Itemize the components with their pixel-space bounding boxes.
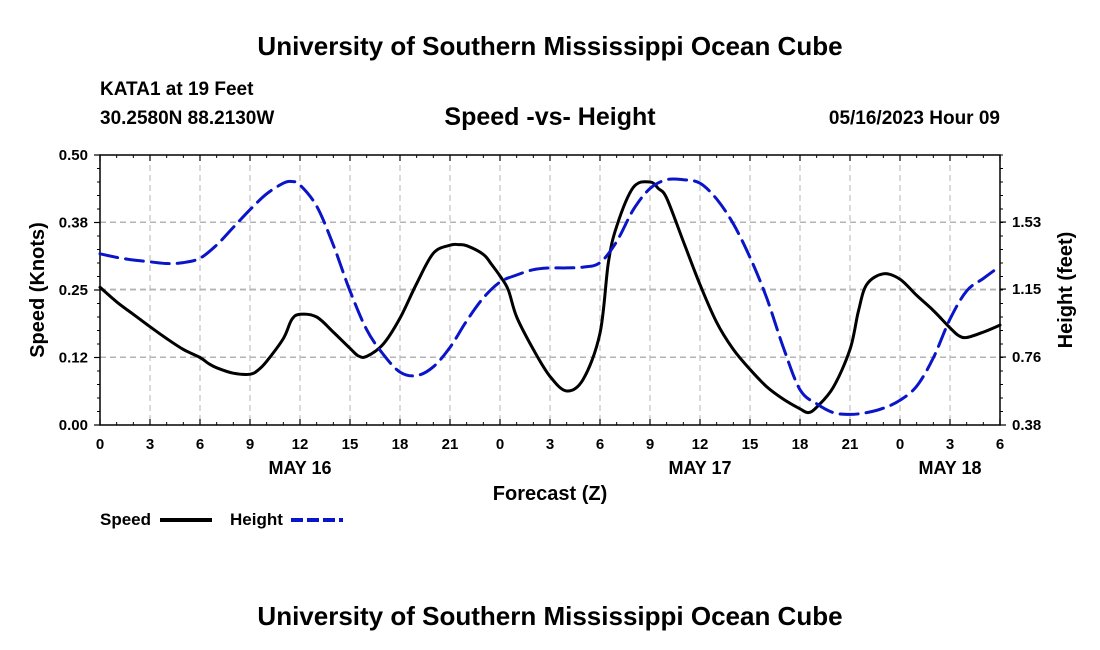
station-location: 30.2580N 88.2130W [100, 108, 274, 129]
x-tick-label: 0 [96, 436, 104, 453]
y-tick-label: 0.38 [59, 215, 88, 232]
y-tick-label: 0.12 [59, 350, 88, 367]
y2-tick-label: 1.53 [1012, 214, 1041, 231]
x-tick-label: 21 [842, 436, 859, 453]
x-tick-label: 3 [546, 436, 554, 453]
x-tick-label: 12 [292, 436, 309, 453]
x-tick-label: 9 [646, 436, 654, 453]
x-tick-label: 18 [792, 436, 809, 453]
chart-title: Speed -vs- Height [444, 103, 656, 131]
date-label: MAY 16 [268, 458, 331, 478]
x-tick-label: 0 [496, 436, 504, 453]
y2-tick-label: 0.76 [1012, 349, 1041, 366]
x-tick-label: 9 [246, 436, 254, 453]
x-tick-label: 6 [196, 436, 204, 453]
x-tick-label: 18 [392, 436, 409, 453]
footer-title: University of Southern Mississippi Ocean… [257, 601, 842, 631]
x-tick-label: 15 [342, 436, 359, 453]
forecast-timestamp: 05/16/2023 Hour 09 [829, 108, 1000, 129]
y-axis-label: Speed (Knots) [27, 222, 49, 358]
y2-axis-label: Height (feet) [1055, 232, 1077, 349]
axis-ticks [94, 154, 1006, 426]
series-line-speed [98, 180, 1002, 415]
date-label: MAY 18 [918, 458, 981, 478]
legend-label-height: Height [230, 510, 283, 529]
x-tick-label: 6 [996, 436, 1004, 453]
x-tick-label: 3 [946, 436, 954, 453]
x-tick-label: 21 [442, 436, 459, 453]
series-layer [98, 177, 1002, 416]
x-tick-label: 0 [896, 436, 904, 453]
legend: Speed Height [100, 510, 343, 529]
y2-tick-label: 0.38 [1012, 417, 1041, 434]
x-axis-label: Forecast (Z) [493, 483, 607, 505]
x-tick-label: 12 [692, 436, 709, 453]
date-label: MAY 17 [668, 458, 731, 478]
x-tick-label: 15 [742, 436, 759, 453]
y-tick-label: 0.50 [59, 147, 88, 164]
grid [100, 155, 1000, 425]
y-tick-label: 0.25 [59, 282, 88, 299]
y2-tick-label: 1.15 [1012, 281, 1041, 298]
x-tick-label: 6 [596, 436, 604, 453]
page-title: University of Southern Mississippi Ocean… [257, 31, 842, 61]
y-tick-label: 0.00 [59, 417, 88, 434]
tick-labels: 0 3 6 9 12 15 18 21 0 3 6 9 12 15 18 21 0 3 6 MAY 16 MAY 17 M… [59, 147, 1041, 478]
x-tick-label: 3 [146, 436, 154, 453]
legend-label-speed: Speed [100, 510, 151, 529]
station-name: KATA1 at 19 Feet [100, 79, 254, 100]
series-line-height [98, 177, 1002, 416]
